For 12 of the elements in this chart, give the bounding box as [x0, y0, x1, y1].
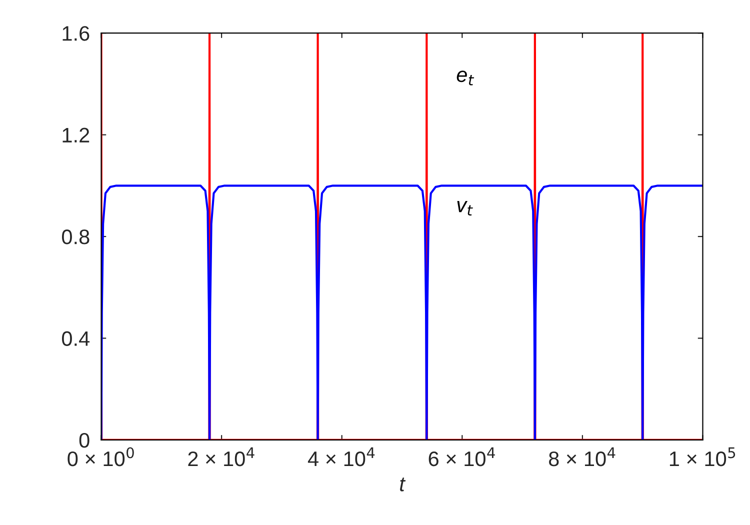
- y-tick-label: 0: [79, 432, 90, 448]
- y-tick-label: 1.6: [62, 26, 90, 41]
- x-tick-label: 0 × 10$^{0}$: [68, 447, 134, 466]
- x-tick-label: 1 × 10$^{5}$: [670, 447, 736, 466]
- x-tick-label: 6 × 10$^{4}$: [428, 447, 495, 466]
- x-tick-label: 2 × 10$^{4}$: [188, 447, 254, 466]
- x-tick-label: 4 × 10$^{4}$: [308, 447, 375, 466]
- y-tick-label: 0.4: [62, 331, 90, 346]
- y-tick-label: 0.8: [62, 230, 90, 244]
- x-tick-label: 8 × 10$^{4}$: [548, 447, 616, 466]
- x-axis-title: t: [400, 478, 406, 492]
- y-tick-label: 1.2: [62, 128, 90, 142]
